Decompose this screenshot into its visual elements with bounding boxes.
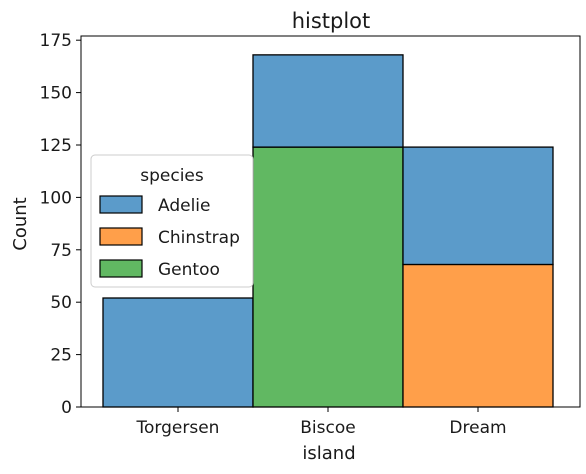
y-tick-label: 50 xyxy=(50,293,72,313)
y-tick-label: 0 xyxy=(61,398,72,418)
legend-swatch-chinstrap xyxy=(99,227,143,246)
legend-box xyxy=(90,154,254,288)
legend: species Adelie Chinstrap Gentoo xyxy=(90,154,254,288)
y-axis-label: Count xyxy=(10,197,31,250)
y-axis: 0 25 50 75 100 125 150 175 xyxy=(40,31,81,418)
y-tick-label: 175 xyxy=(40,31,72,51)
bar-chinstrap-dream xyxy=(402,263,554,408)
bar-adelie-dream xyxy=(402,146,554,266)
bar-gentoo-biscoe xyxy=(252,146,404,408)
x-axis: Torgersen Biscoe Dream xyxy=(136,407,507,438)
legend-label-gentoo: Gentoo xyxy=(158,260,220,280)
chart-title: histplot xyxy=(292,9,371,33)
y-tick-label: 150 xyxy=(40,84,72,104)
x-axis-label: island xyxy=(302,443,355,464)
y-tick-label: 25 xyxy=(50,346,72,366)
legend-swatch-adelie xyxy=(99,195,143,214)
bar-adelie-torgersen xyxy=(102,297,254,408)
plot-frame xyxy=(80,35,581,408)
legend-label-adelie: Adelie xyxy=(158,196,211,216)
y-tick-label: 75 xyxy=(50,241,72,261)
legend-items: Adelie Chinstrap Gentoo xyxy=(99,195,240,280)
legend-swatch-gentoo xyxy=(99,259,143,278)
bar-adelie-biscoe xyxy=(252,54,404,148)
x-tick-label: Dream xyxy=(449,418,506,438)
y-tick-label: 100 xyxy=(40,188,72,208)
y-tick-label: 125 xyxy=(40,136,72,156)
x-tick-label: Biscoe xyxy=(300,418,355,438)
legend-title: species xyxy=(140,166,204,186)
x-tick-label: Torgersen xyxy=(136,418,220,438)
plot-area xyxy=(80,35,581,408)
legend-label-chinstrap: Chinstrap xyxy=(158,228,240,248)
